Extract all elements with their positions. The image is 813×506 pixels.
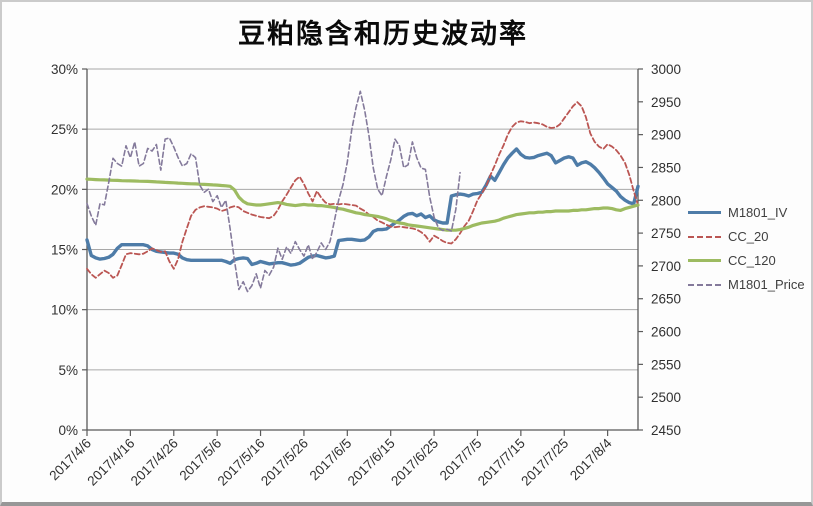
right-axis-tick-label: 2500 (651, 390, 681, 405)
left-axis-tick-label: 30% (51, 62, 78, 77)
right-axis-tick-label: 2450 (651, 423, 681, 438)
legend-swatch-CC_120 (688, 259, 721, 262)
right-axis-tick-label: 3000 (651, 62, 681, 77)
left-axis-tick-label: 5% (58, 363, 78, 378)
legend-label: M1801_Price (728, 277, 805, 292)
legend-item-M1801_IV: M1801_IV (688, 205, 805, 220)
left-axis-tick-label: 10% (51, 303, 78, 318)
series-line-CC_20 (86, 101, 639, 279)
legend-label: CC_20 (728, 229, 769, 244)
right-axis-tick-label: 2550 (651, 357, 681, 372)
x-axis-tick-label: 2017/6/25 (388, 436, 441, 489)
right-axis-tick-label: 2700 (651, 259, 681, 274)
legend-label: CC_120 (728, 253, 776, 268)
x-axis-tick-label: 2017/7/25 (518, 436, 571, 489)
legend-item-CC_20: CC_20 (688, 229, 805, 244)
right-axis-tick-label: 2800 (651, 193, 681, 208)
right-axis-tick-label: 2900 (651, 128, 681, 143)
right-axis-tick-label: 2850 (651, 160, 681, 175)
legend: M1801_IV CC_20 CC_120 M1801_Price (688, 205, 805, 292)
legend-item-M1801_Price: M1801_Price (688, 277, 805, 292)
legend-swatch-M1801_Price (688, 283, 721, 286)
chart-title: 豆粕隐含和历史波动率 (238, 19, 528, 49)
left-axis-tick-label: 20% (51, 182, 78, 197)
right-axis-tick-label: 2750 (651, 226, 681, 241)
right-axis-tick-label: 2600 (651, 325, 681, 340)
legend-swatch-CC_20 (688, 235, 721, 238)
left-axis-tick-label: 15% (51, 243, 78, 258)
series-line-CC_120 (85, 177, 640, 232)
x-axis-tick-label: 2017/8/4 (567, 435, 615, 483)
legend-label: M1801_IV (728, 205, 788, 220)
legend-item-CC_120: CC_120 (688, 253, 805, 268)
x-axis-tick-label: 2017/4/26 (128, 436, 181, 489)
series-line-M1801_Price (86, 90, 461, 293)
series-line-M1801_IV (85, 147, 640, 267)
x-axis-tick-label: 2017/5/26 (258, 436, 311, 489)
legend-swatch-M1801_IV (688, 211, 721, 214)
left-axis-tick-label: 25% (51, 122, 78, 137)
right-axis-tick-label: 2950 (651, 95, 681, 110)
left-axis-tick-label: 0% (58, 423, 78, 438)
right-axis-tick-label: 2650 (651, 292, 681, 307)
